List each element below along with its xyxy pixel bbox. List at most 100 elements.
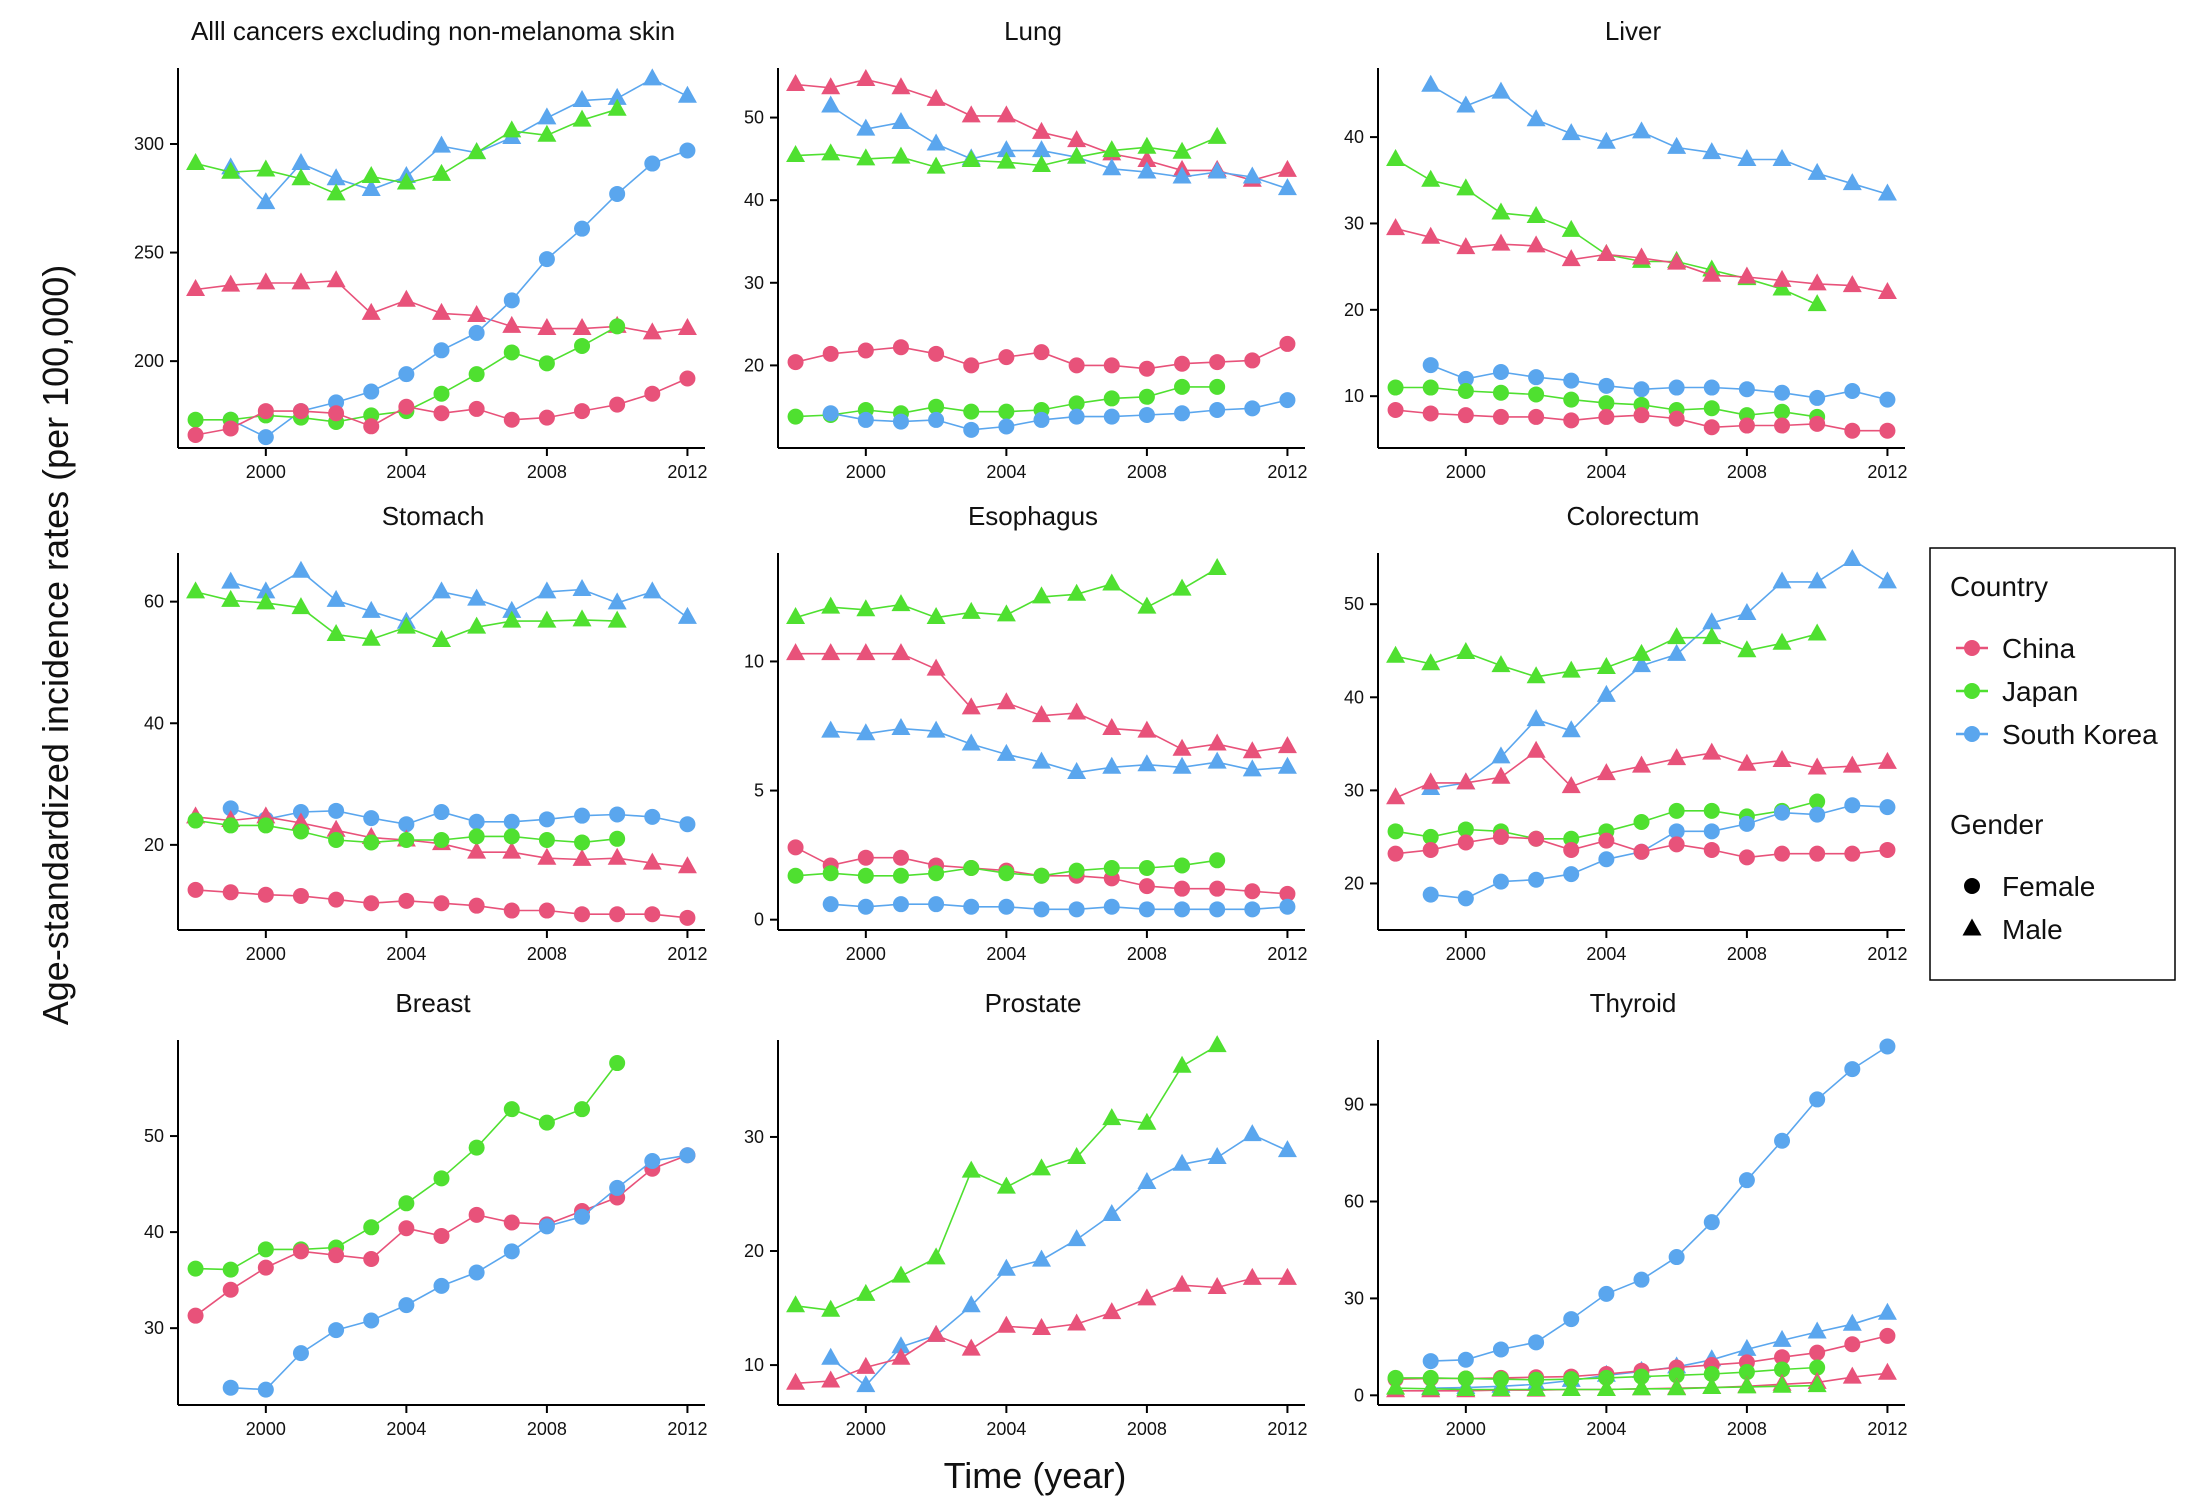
series-south-korea-male [221, 68, 697, 210]
data-point [1667, 252, 1687, 270]
legend-swatch-marker [1964, 683, 1980, 699]
data-point [857, 898, 874, 915]
panel-title: Stomach [382, 501, 485, 531]
data-point [361, 179, 381, 197]
x-tick-label: 2012 [1867, 1419, 1907, 1439]
data-point [1421, 74, 1441, 92]
data-point [1561, 776, 1581, 794]
data-point [186, 278, 206, 296]
data-point [291, 597, 311, 615]
data-point [928, 865, 945, 882]
y-tick-label: 90 [1344, 1095, 1364, 1115]
x-tick-label: 2004 [986, 1419, 1026, 1439]
data-point [607, 98, 627, 116]
data-point [503, 292, 520, 309]
data-point [1879, 422, 1896, 439]
panel-title: Alll cancers excluding non-melanoma skin [191, 16, 675, 46]
data-point [1492, 828, 1509, 845]
data-point [502, 841, 522, 859]
data-point [1242, 741, 1262, 759]
x-tick-label: 2000 [846, 1419, 886, 1439]
data-point [677, 606, 697, 624]
data-point [787, 867, 804, 884]
data-point [1033, 901, 1050, 918]
data-point [1738, 815, 1755, 832]
legend-country-entries: China Japan South Korea [1956, 633, 2158, 750]
data-point [1492, 384, 1509, 401]
x-tick-label: 2000 [1446, 462, 1486, 482]
data-point [502, 610, 522, 628]
data-point [1703, 1214, 1720, 1231]
data-point [998, 418, 1015, 435]
data-point [1386, 1377, 1406, 1395]
data-point [222, 1379, 239, 1396]
data-point [1703, 419, 1720, 436]
data-point [1667, 748, 1687, 766]
data-point [996, 743, 1016, 761]
data-point [1598, 395, 1615, 412]
data-point [1877, 1302, 1897, 1320]
data-point [928, 411, 945, 428]
data-point [1632, 655, 1651, 673]
data-point [398, 366, 415, 383]
y-tick-label: 30 [744, 273, 764, 293]
data-point [1633, 381, 1650, 398]
data-point [821, 1370, 841, 1388]
data-point [1421, 226, 1441, 244]
data-point [1422, 1369, 1439, 1386]
data-point [328, 802, 345, 819]
data-point [572, 848, 592, 866]
data-point [502, 120, 522, 138]
data-point [1244, 883, 1261, 900]
data-point [996, 105, 1016, 123]
data-point [856, 1375, 876, 1393]
data-point [642, 852, 662, 870]
data-point [467, 841, 487, 859]
legend-shape-triangle [1962, 918, 1982, 936]
data-point [432, 163, 451, 181]
data-point [1844, 797, 1861, 814]
data-point [1387, 845, 1404, 862]
data-point [1632, 643, 1651, 661]
data-point [291, 560, 311, 578]
series-japan-female [1387, 1359, 1826, 1388]
legend-gender-title: Gender [1950, 809, 2043, 840]
x-tick-label: 2004 [386, 944, 426, 964]
data-point [1632, 121, 1651, 139]
data-point [926, 156, 946, 174]
data-point [1032, 121, 1051, 139]
y-axis-label: Age-standardized incidence rates (per 10… [35, 265, 76, 1025]
y-tick-label: 40 [1344, 127, 1364, 147]
data-point [1632, 1378, 1651, 1396]
y-tick-label: 5 [754, 781, 764, 801]
data-point [468, 1206, 485, 1223]
legend-label: Male [2002, 914, 2063, 945]
data-point [398, 1195, 415, 1212]
data-point [1172, 166, 1192, 184]
legend-item-south-korea: South Korea [1956, 719, 2158, 750]
data-point [822, 896, 839, 913]
series-south-korea-male [821, 1124, 1297, 1393]
data-point [1138, 406, 1155, 423]
data-point [1703, 1365, 1720, 1382]
data-point [1738, 381, 1755, 398]
legend-item-male: Male [1962, 914, 2063, 945]
data-point [1774, 417, 1791, 434]
data-point [1172, 1274, 1192, 1292]
data-point [1068, 901, 1085, 918]
data-point [1277, 756, 1297, 774]
series-china-female [187, 1147, 696, 1324]
data-point [1772, 750, 1792, 768]
data-point [1138, 901, 1155, 918]
data-point [1242, 759, 1262, 777]
data-point [1561, 219, 1581, 237]
data-point [998, 898, 1015, 915]
data-point [467, 588, 487, 606]
data-point [1703, 802, 1720, 819]
data-point [503, 1101, 520, 1118]
data-point [1844, 383, 1861, 399]
series-china-male [1386, 218, 1897, 300]
data-point [1207, 557, 1227, 575]
data-point [432, 630, 451, 648]
data-point [857, 342, 874, 359]
